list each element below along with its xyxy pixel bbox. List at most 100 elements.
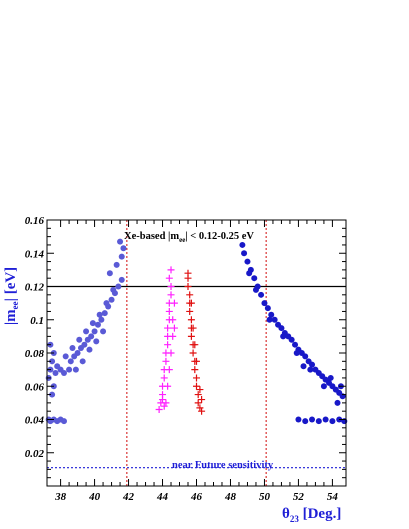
y-tick-label: 0.04: [25, 415, 45, 427]
data-point-s3-35: [293, 350, 300, 356]
data-point-s3-12: [278, 325, 285, 332]
data-point-s3-19: [302, 353, 309, 360]
data-point-s3-42: [295, 416, 302, 423]
data-point-s1-27: [159, 396, 167, 404]
data-point-s3-46: [322, 416, 329, 423]
marks-layer: [45, 220, 348, 486]
data-point-s0-25: [118, 276, 125, 283]
data-point-s0-20: [101, 310, 108, 317]
data-point-s0-38: [110, 286, 117, 293]
data-point-s3-16: [292, 341, 299, 348]
data-point-s1-20: [167, 349, 175, 357]
data-point-s0-17: [91, 328, 98, 335]
data-point-s1-23: [162, 399, 170, 407]
data-point-s2-22: [187, 299, 195, 307]
data-point-s3-15: [288, 336, 295, 343]
data-point-s2-4: [186, 307, 194, 315]
data-point-s3-21: [309, 361, 316, 368]
data-point-s0-24: [115, 283, 122, 290]
data-point-s3-39: [327, 374, 334, 381]
data-point-s1-21: [165, 366, 173, 374]
data-point-s3-45: [315, 418, 322, 425]
data-point-s3-36: [307, 366, 314, 373]
data-point-s3-8: [264, 305, 271, 312]
data-point-s0-18: [94, 321, 101, 328]
data-point-s3-37: [320, 383, 327, 390]
data-point-s0-28: [118, 253, 125, 260]
data-point-s0-40: [79, 358, 86, 365]
data-point-s0-2: [49, 358, 56, 365]
y-tick-label: 0.1: [30, 315, 44, 327]
data-point-s3-32: [252, 286, 259, 293]
data-point-s0-51: [60, 418, 67, 425]
bottom-annotation: near Future sensitivity: [172, 460, 274, 471]
data-point-s0-29: [120, 245, 127, 252]
data-point-s3-38: [334, 399, 341, 406]
x-tick-label: 38: [54, 491, 67, 503]
data-point-s1-26: [170, 324, 178, 332]
data-point-s2-14: [194, 391, 202, 399]
data-point-s1-6: [162, 357, 170, 365]
data-point-s0-12: [74, 350, 81, 356]
data-point-s3-47: [329, 418, 336, 425]
data-point-s2-2: [186, 291, 194, 299]
data-point-s0-31: [62, 353, 69, 360]
data-point-s3-1: [241, 250, 248, 257]
data-point-s2-21: [196, 386, 204, 394]
x-tick-label: 48: [224, 491, 237, 503]
data-point-s1-18: [169, 316, 177, 324]
y-tick-label: 0.06: [25, 381, 45, 393]
data-point-s2-24: [198, 396, 206, 404]
data-point-s2-9: [189, 349, 197, 357]
x-tick-label: 54: [327, 491, 339, 503]
data-point-s2-13: [193, 382, 200, 390]
top-annotation: Xe-based |mee| < 0.12-0.25 eV: [124, 231, 254, 244]
data-point-s3-33: [266, 316, 273, 323]
data-point-s0-8: [60, 369, 67, 376]
x-tick-label: 42: [122, 491, 135, 503]
data-point-s2-18: [191, 341, 199, 349]
data-point-s1-16: [165, 274, 173, 282]
x-axis-title: θ23 [Deg.]: [282, 506, 341, 524]
data-point-s2-23: [184, 269, 192, 277]
x-tick-label: 40: [88, 491, 101, 503]
data-point-s1-25: [170, 299, 178, 307]
data-point-s0-45: [49, 391, 56, 398]
data-point-s0-37: [103, 300, 110, 307]
data-point-s2-19: [189, 324, 197, 332]
data-point-s0-26: [106, 270, 113, 277]
x-tick-label: 44: [156, 491, 169, 503]
data-point-s0-34: [83, 328, 90, 335]
x-tick-label: 52: [293, 491, 305, 503]
data-point-s2-12: [193, 374, 200, 382]
data-point-s3-0: [239, 241, 246, 248]
data-point-s3-41: [300, 363, 307, 370]
data-point-s3-43: [302, 418, 309, 425]
data-point-s2-1: [184, 283, 192, 290]
data-point-s0-27: [113, 261, 120, 268]
data-point-s1-12: [165, 307, 173, 315]
data-point-s3-6: [258, 291, 265, 298]
data-point-s0-16: [88, 333, 95, 340]
y-tick-label: 0.12: [25, 282, 45, 294]
data-point-s2-5: [187, 316, 195, 324]
data-point-s2-7: [187, 332, 195, 340]
data-point-s0-5: [52, 369, 59, 376]
data-point-s0-42: [93, 338, 100, 345]
x-tick-label: 50: [259, 491, 271, 503]
data-point-s3-9: [268, 311, 275, 318]
data-point-s1-19: [169, 332, 177, 340]
y-axis-title: |mee| [eV]: [3, 267, 20, 325]
data-point-s0-32: [69, 345, 76, 352]
data-point-s3-10: [271, 316, 278, 323]
data-point-s1-14: [167, 291, 175, 299]
data-point-s0-14: [81, 341, 88, 348]
data-point-s1-8: [164, 341, 172, 349]
data-point-s0-9: [66, 366, 73, 373]
data-point-s1-15: [167, 283, 175, 290]
data-point-s1-22: [164, 382, 172, 390]
data-point-s1-10: [164, 324, 172, 332]
data-point-s3-31: [246, 270, 253, 277]
y-tick-label: 0.16: [25, 215, 45, 227]
